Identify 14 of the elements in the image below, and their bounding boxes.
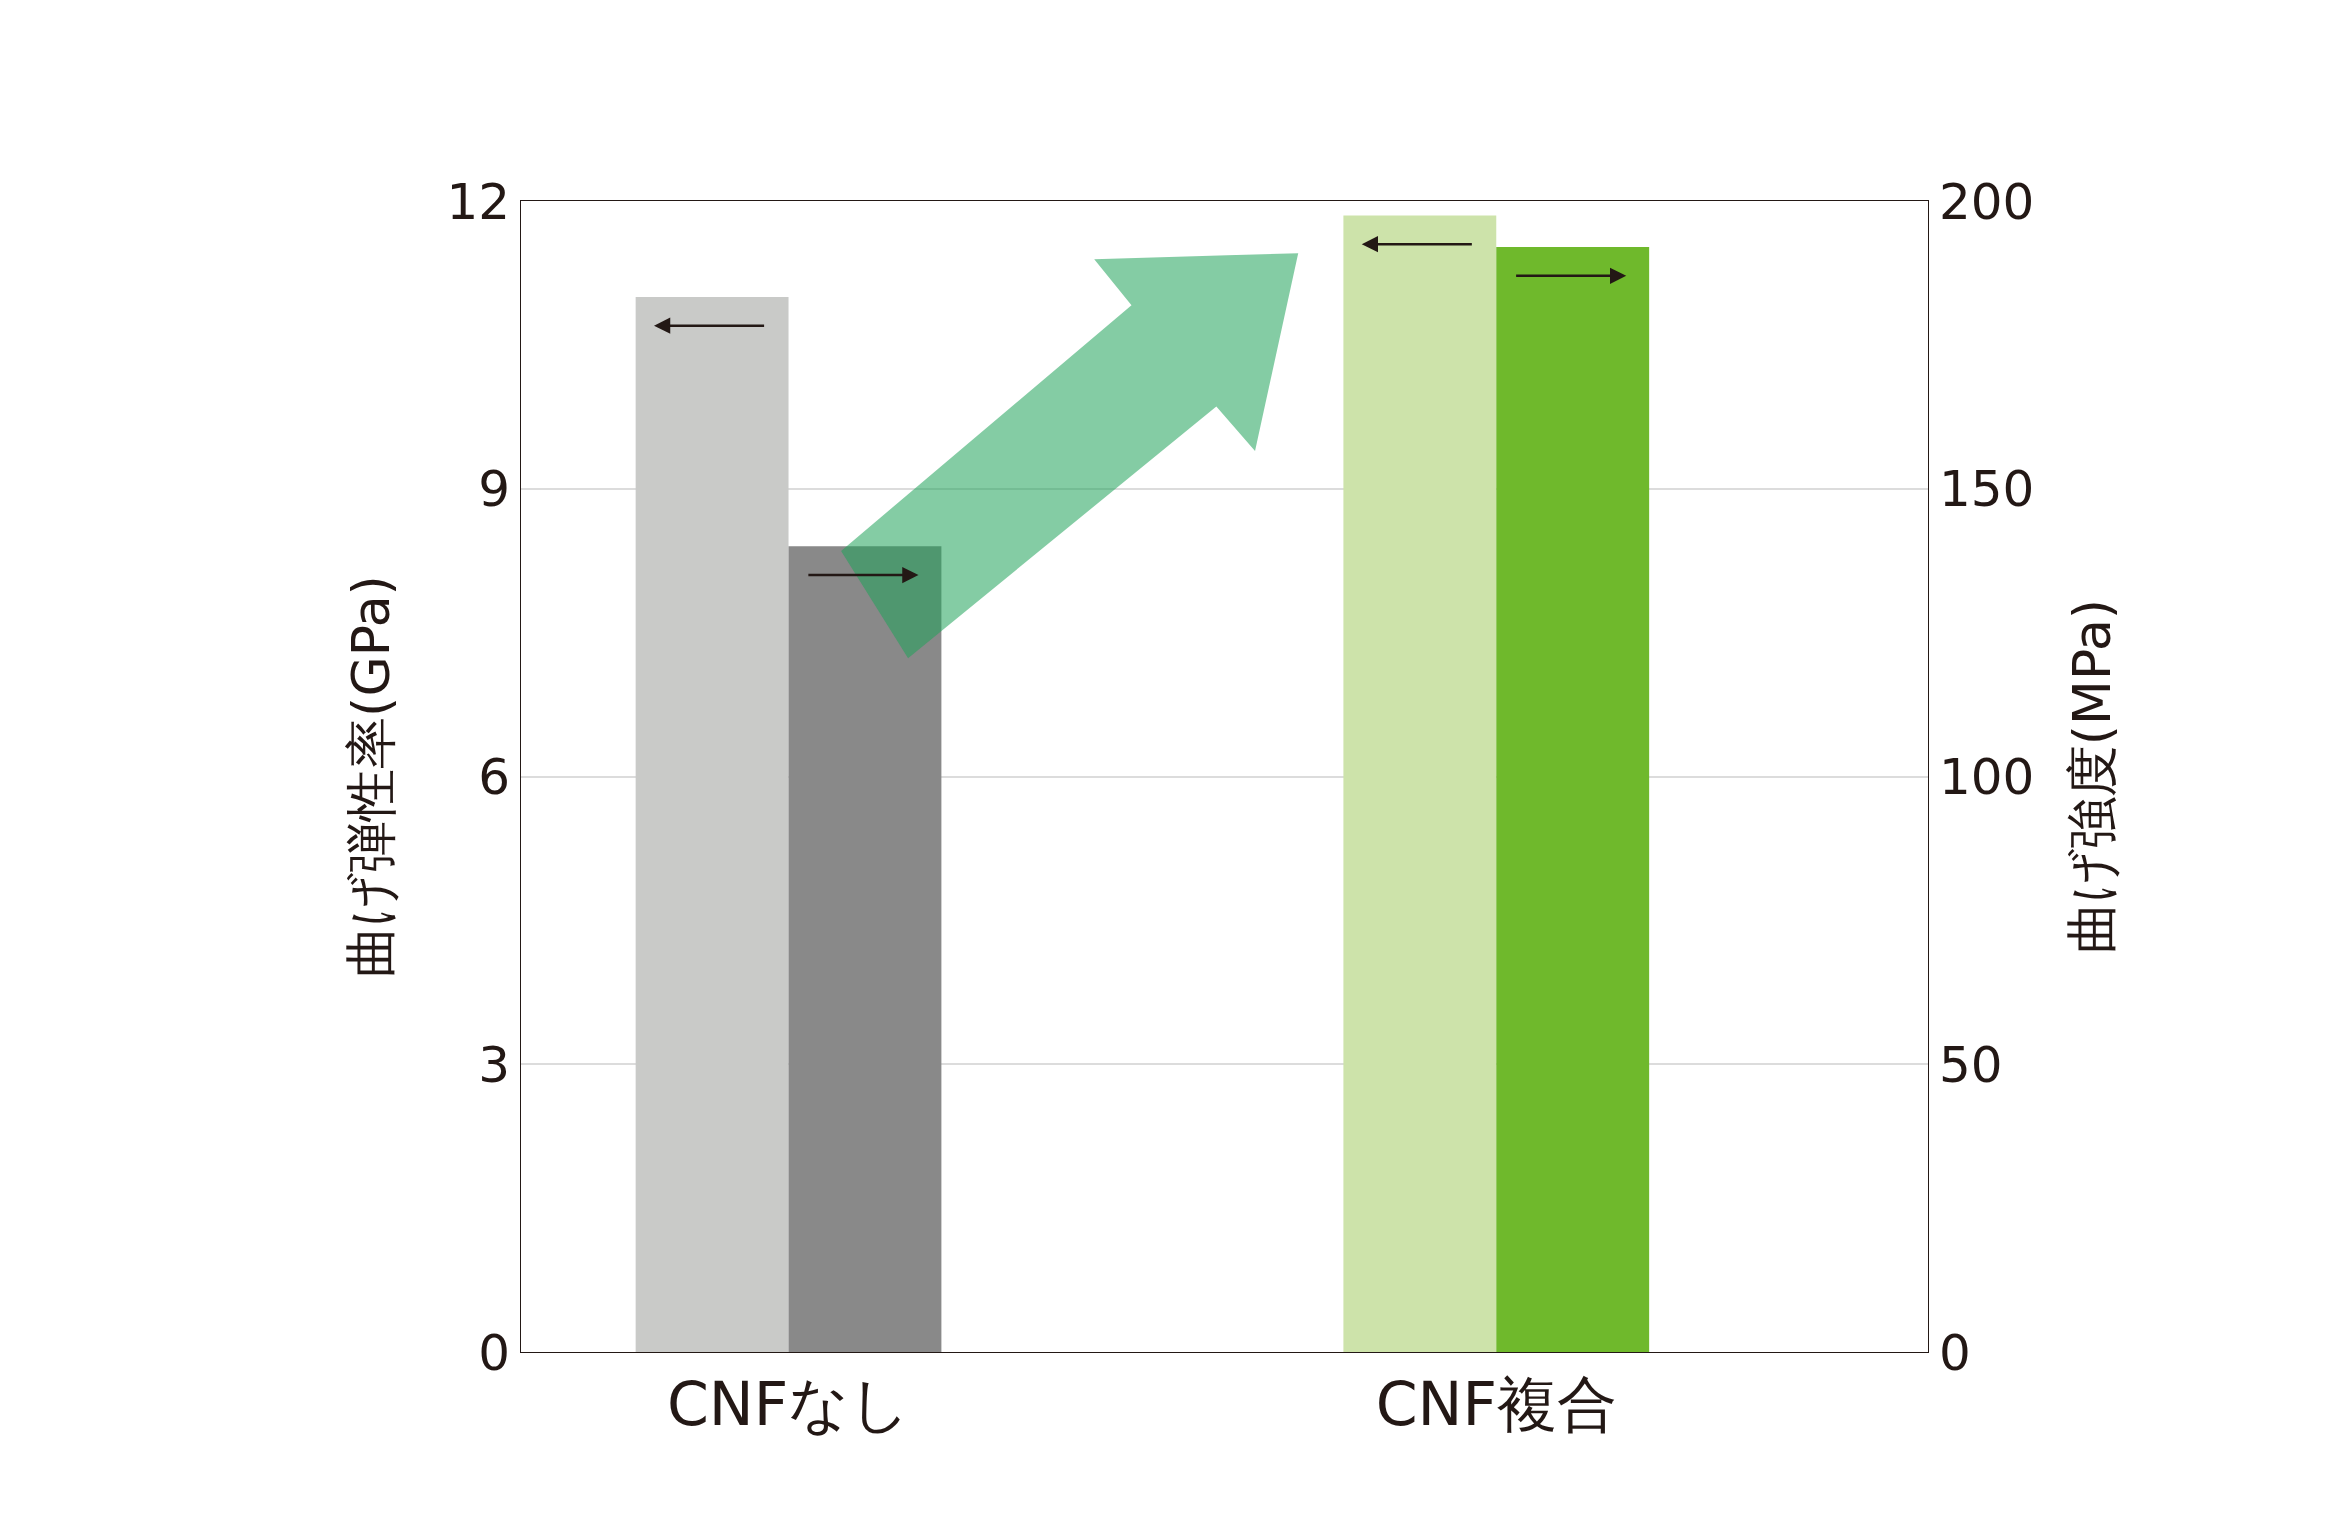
y2-axis-title: 曲げ強度(MPa)	[2062, 598, 2123, 955]
y2-tick-label: 200	[1939, 172, 2035, 231]
y2-tick-label: 100	[1939, 748, 2035, 806]
y-tick-label: 12	[446, 172, 510, 231]
y2-tick-label: 0	[1939, 1323, 1971, 1382]
y-tick-label: 3	[478, 1035, 510, 1094]
x-tick-label: CNFなし	[666, 1369, 911, 1439]
y2-tick-label: 50	[1939, 1035, 2003, 1094]
y-axis-title: 曲げ弾性率(GPa)	[340, 575, 401, 978]
y-tick-label: 9	[478, 460, 510, 519]
y-tick-label: 6	[478, 748, 510, 806]
x-tick-label: CNF複合	[1375, 1369, 1617, 1439]
y2-tick-label: 150	[1939, 460, 2035, 519]
y-tick-label: 0	[478, 1323, 510, 1382]
